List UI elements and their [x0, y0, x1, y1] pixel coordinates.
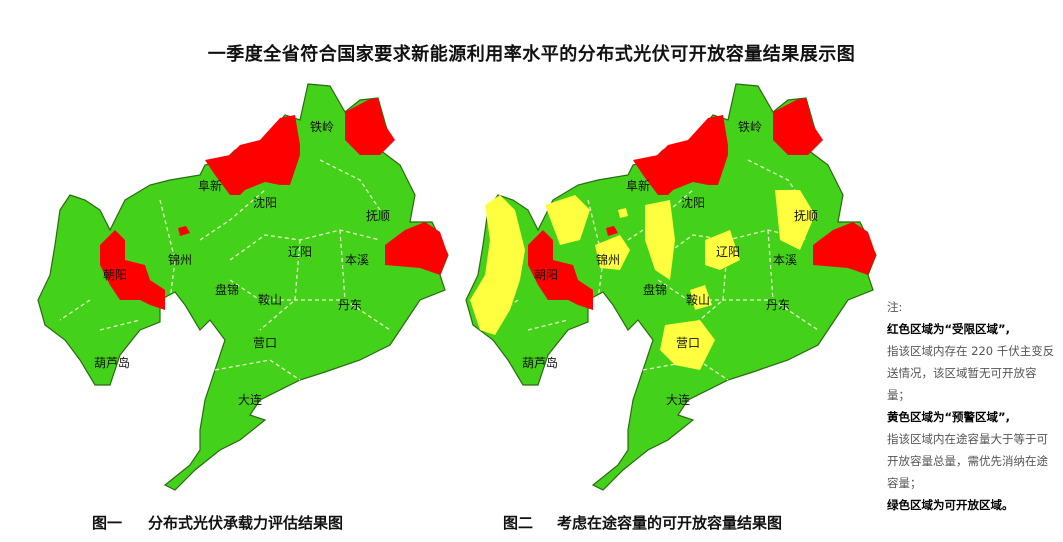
notes-heading: 注: — [887, 300, 903, 314]
label-liaoyang: 辽阳 — [288, 245, 312, 259]
label-liaoyang: 辽阳 — [716, 245, 740, 259]
label-benxi: 本溪 — [773, 253, 797, 267]
label-fushun: 抚顺 — [366, 209, 390, 223]
label-tieling: 铁岭 — [310, 120, 334, 134]
map-figure1 — [37, 83, 449, 491]
label-fuxin: 阜新 — [626, 178, 650, 193]
notes-yellow-desc: 指该区域内在途容量大于等于可开放容量总量，需优先消纳在途容量； — [887, 432, 1048, 490]
label-panjin: 盘锦 — [643, 282, 667, 297]
label-tieling: 铁岭 — [738, 120, 762, 134]
figure1-number: 图一 — [92, 514, 123, 532]
label-chaoyang: 朝阳 — [103, 268, 127, 282]
map-figure2 — [465, 83, 877, 491]
label-anshan: 鞍山 — [258, 292, 282, 307]
notes-yellow-title: 黄色区域为“预警区域”, — [887, 410, 1010, 424]
legend-notes: 注: 红色区域为“受限区域”, 指该区域内存在 220 千伏主变反送情况，该区域… — [887, 296, 1057, 516]
figure2-caption: 考虑在途容量的可开放容量结果图 — [557, 514, 783, 532]
label-shenyang: 沈阳 — [253, 195, 277, 210]
label-anshan: 鞍山 — [686, 292, 710, 307]
map1-labels: 铁岭 阜新 沈阳 抚顺 辽阳 本溪 锦州 朝阳 盘锦 鞍山 丹东 营口 葫芦岛 … — [94, 120, 390, 407]
figure1-caption: 分布式光伏承载力评估结果图 — [148, 514, 344, 532]
label-jinzhou: 锦州 — [168, 253, 192, 267]
label-dalian: 大连 — [238, 392, 262, 407]
label-yingkou: 营口 — [676, 336, 700, 350]
label-huludao: 葫芦岛 — [522, 355, 558, 370]
label-jinzhou: 锦州 — [596, 253, 620, 267]
label-fuxin: 阜新 — [198, 178, 222, 193]
notes-red-desc: 指该区域内存在 220 千伏主变反送情况，该区域暂无可开放容量； — [887, 344, 1055, 402]
label-shenyang: 沈阳 — [681, 195, 705, 210]
notes-green-title: 绿色区域为可开放区域。 — [887, 498, 1014, 512]
label-chaoyang: 朝阳 — [534, 268, 558, 282]
label-yingkou: 营口 — [253, 336, 277, 350]
page-title: 一季度全省符合国家要求新能源利用率水平的分布式光伏可开放容量结果展示图 — [207, 44, 856, 65]
notes-red-title: 红色区域为“受限区域”, — [887, 322, 1010, 336]
figure2-number: 图二 — [503, 514, 534, 532]
label-fushun: 抚顺 — [794, 209, 818, 223]
label-huludao: 葫芦岛 — [94, 355, 130, 370]
label-dalian: 大连 — [666, 392, 690, 407]
label-benxi: 本溪 — [345, 253, 369, 267]
label-dandong: 丹东 — [766, 298, 790, 312]
map2-labels: 铁岭 阜新 沈阳 抚顺 辽阳 本溪 锦州 朝阳 盘锦 鞍山 丹东 营口 葫芦岛 … — [522, 120, 818, 407]
label-panjin: 盘锦 — [215, 282, 239, 297]
label-dandong: 丹东 — [338, 298, 362, 312]
